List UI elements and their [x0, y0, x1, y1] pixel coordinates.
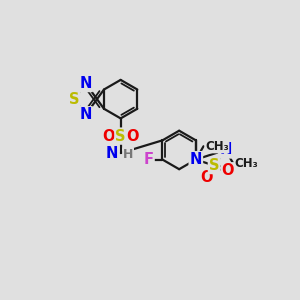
Text: N: N: [80, 76, 92, 91]
Text: N: N: [80, 107, 92, 122]
Text: N: N: [106, 146, 118, 160]
Text: CH₃: CH₃: [235, 157, 258, 170]
Text: O: O: [200, 170, 212, 185]
Text: N: N: [219, 142, 232, 158]
Text: S: S: [69, 92, 80, 106]
Text: H: H: [123, 149, 133, 162]
Text: F: F: [144, 152, 154, 167]
Text: S: S: [209, 158, 219, 173]
Text: H: H: [123, 148, 133, 161]
Text: CH₃: CH₃: [205, 140, 229, 153]
Text: S: S: [116, 129, 126, 144]
Text: O: O: [222, 163, 234, 178]
Text: O: O: [127, 129, 139, 144]
Text: N: N: [106, 146, 118, 160]
Text: O: O: [102, 129, 115, 144]
Text: N: N: [190, 152, 202, 167]
